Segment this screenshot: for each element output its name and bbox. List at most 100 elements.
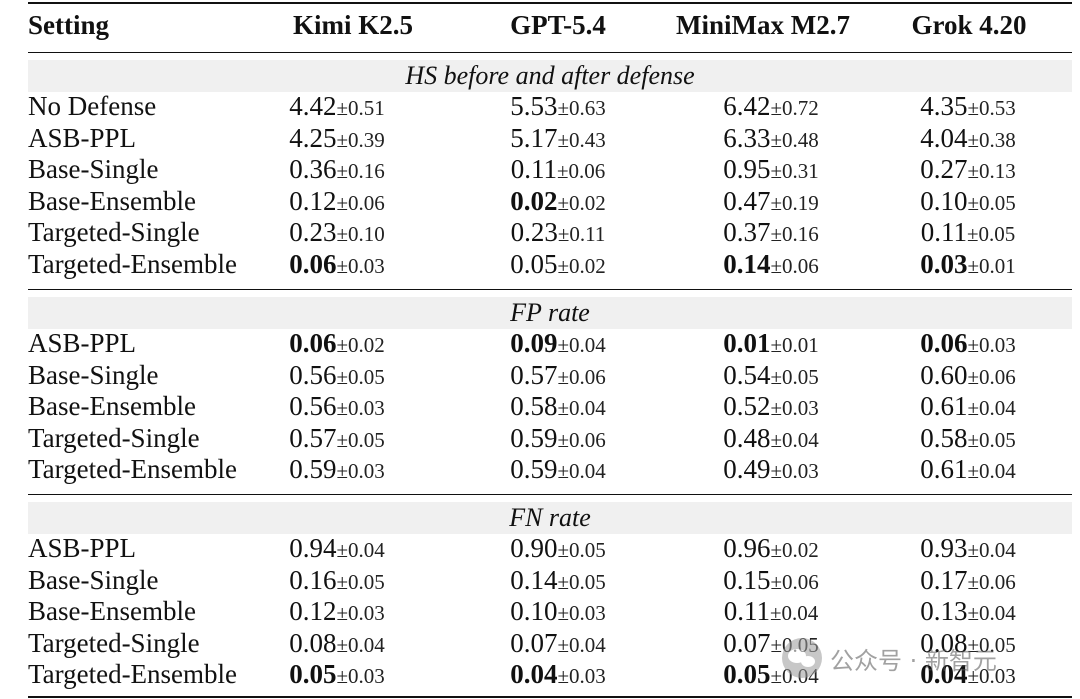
table-row: Targeted-Single0.08±0.040.07±0.040.07±0.… bbox=[28, 628, 1072, 659]
cell-minimax: 0.11±0.04 bbox=[686, 596, 856, 629]
cell-std: ±0.03 bbox=[336, 601, 385, 625]
cell-std: ±0.05 bbox=[966, 222, 1016, 246]
cell-gpt: 0.59±0.04 bbox=[478, 454, 638, 487]
table-row: Base-Single 0.36±0.16 0.11±0.06 0.95±0.31 0.… bbox=[28, 154, 1072, 185]
watermark: 公众号 · 新智元 bbox=[782, 636, 997, 680]
cell-mean: 0.12 bbox=[289, 596, 337, 626]
cell-std: ±0.02 bbox=[557, 190, 606, 215]
cell-mean: 0.04 bbox=[920, 659, 968, 689]
section-title: FN rate bbox=[28, 502, 1072, 534]
cell-mean: 0.07 bbox=[723, 627, 771, 658]
cell-mean: 0.95 bbox=[723, 154, 771, 184]
cell-mean: 6.42 bbox=[723, 91, 771, 121]
row-label: Targeted-Single bbox=[28, 627, 200, 658]
cell-kimi: 4.25±0.39 bbox=[260, 123, 414, 156]
cell-mean: 0.06 bbox=[289, 328, 337, 358]
cell-kimi: 0.06±0.03 bbox=[260, 249, 414, 282]
watermark-text: 公众号 · 新智元 bbox=[830, 646, 997, 675]
cell-std: ±0.06 bbox=[967, 569, 1016, 594]
cell-gpt: 0.14±0.05 bbox=[478, 565, 638, 598]
cell-std: ±0.05 bbox=[336, 569, 385, 594]
row-label: Targeted-Ensemble bbox=[28, 659, 238, 689]
cell-mean: 0.57 bbox=[510, 359, 558, 390]
cell-mean: 0.11 bbox=[920, 217, 967, 247]
header-model-minimax: MiniMax M2.7 bbox=[676, 10, 850, 40]
cell-std: ±0.06 bbox=[336, 190, 385, 215]
cell-mean: 0.60 bbox=[920, 359, 968, 390]
cell-minimax: 0.14±0.06 bbox=[686, 249, 856, 282]
cell-mean: 0.58 bbox=[920, 422, 968, 453]
cell-mean: 0.13 bbox=[920, 596, 968, 626]
cell-minimax: 6.33±0.48 bbox=[686, 123, 856, 156]
cell-std: ±0.16 bbox=[770, 222, 819, 246]
cell-mean: 0.90 bbox=[510, 533, 558, 563]
cell-gpt: 0.07±0.04 bbox=[478, 628, 638, 661]
table-row: Targeted-Ensemble 0.06±0.03 0.05±0.02 0.14±… bbox=[28, 249, 1072, 280]
cell-std: ±0.04 bbox=[967, 459, 1016, 483]
cell-gpt: 0.23±0.11 bbox=[478, 217, 638, 250]
header-rule bbox=[28, 52, 1072, 53]
cell-mean: 5.53 bbox=[510, 91, 558, 121]
cell-minimax: 0.54±0.05 bbox=[686, 360, 856, 393]
cell-mean: 0.23 bbox=[289, 217, 337, 247]
cell-std: ±0.05 bbox=[967, 632, 1016, 657]
cell-kimi: 0.56±0.03 bbox=[260, 391, 414, 424]
cell-std: ±0.04 bbox=[557, 333, 606, 357]
cell-std: ±0.04 bbox=[967, 396, 1016, 420]
cell-std: ±0.03 bbox=[770, 459, 819, 483]
cell-kimi: 0.57±0.05 bbox=[260, 423, 414, 456]
cell-std: ±0.53 bbox=[967, 96, 1016, 120]
cell-std: ±0.04 bbox=[336, 538, 385, 562]
cell-grok: 0.10±0.05 bbox=[892, 186, 1044, 219]
cell-std: ±0.04 bbox=[769, 601, 819, 625]
row-label: Targeted-Ensemble bbox=[28, 454, 238, 484]
table-row: Targeted-Single 0.57±0.05 0.59±0.06 0.48±0.… bbox=[28, 423, 1072, 454]
cell-mean: 0.14 bbox=[510, 564, 558, 595]
cell-kimi: 0.06±0.02 bbox=[260, 328, 414, 361]
cell-kimi: 0.59±0.03 bbox=[260, 454, 414, 487]
cell-mean: 0.23 bbox=[510, 217, 558, 247]
cell-mean: 0.06 bbox=[920, 328, 968, 358]
cell-kimi: 0.16±0.05 bbox=[260, 565, 414, 598]
cell-mean: 0.58 bbox=[510, 391, 558, 421]
cell-std: ±0.04 bbox=[336, 632, 385, 657]
row-label: ASB-PPL bbox=[28, 533, 137, 563]
bottom-rule bbox=[28, 696, 1072, 698]
cell-mean: 0.10 bbox=[510, 596, 558, 626]
table-row: ASB-PPL 0.94±0.04 0.90±0.05 0.96±0.02 0.93±0… bbox=[28, 533, 1072, 564]
cell-std: ±0.04 bbox=[557, 396, 606, 420]
cell-std: ±0.13 bbox=[967, 159, 1016, 183]
header-setting: Setting bbox=[28, 10, 109, 40]
cell-mean: 0.59 bbox=[289, 454, 337, 484]
cell-std: ±0.16 bbox=[336, 159, 385, 183]
cell-std: ±0.72 bbox=[770, 96, 819, 120]
cell-std: ±0.03 bbox=[336, 664, 385, 688]
cell-std: ±0.04 bbox=[967, 601, 1016, 625]
header-model-kimi: Kimi K2.5 bbox=[293, 10, 413, 40]
cell-std: ±0.05 bbox=[967, 190, 1016, 215]
cell-mean: 0.09 bbox=[510, 328, 558, 358]
cell-mean: 0.05 bbox=[723, 659, 771, 689]
cell-mean: 0.04 bbox=[510, 659, 558, 689]
cell-std: ±0.05 bbox=[770, 364, 819, 389]
cell-gpt: 0.90±0.05 bbox=[478, 533, 638, 566]
cell-mean: 0.94 bbox=[289, 533, 337, 563]
cell-minimax: 0.96±0.02 bbox=[686, 533, 856, 566]
cell-std: ±0.03 bbox=[336, 253, 385, 278]
cell-grok: 4.04±0.38 bbox=[892, 123, 1044, 156]
table-row: ASB-PPL 0.06±0.02 0.09±0.04 0.01±0.01 0.06±0… bbox=[28, 328, 1072, 359]
cell-mean: 0.05 bbox=[510, 248, 558, 279]
cell-std: ±0.63 bbox=[557, 96, 606, 120]
cell-std: ±0.38 bbox=[967, 127, 1016, 152]
cell-kimi: 0.08±0.04 bbox=[260, 628, 414, 661]
cell-mean: 0.08 bbox=[289, 627, 337, 658]
table-row: ASB-PPL 4.25±0.39 5.17±0.43 6.33±0.48 4.04±0… bbox=[28, 123, 1072, 154]
table-row: Base-Ensemble 0.12±0.06 0.02±0.02 0.47±0.19… bbox=[28, 186, 1072, 217]
cell-kimi: 0.23±0.10 bbox=[260, 217, 414, 250]
cell-std: ±0.01 bbox=[770, 333, 819, 357]
cell-mean: 0.56 bbox=[289, 391, 337, 421]
cell-std: ±0.04 bbox=[967, 538, 1016, 562]
cell-std: ±0.01 bbox=[967, 253, 1016, 278]
cell-gpt: 0.02±0.02 bbox=[478, 186, 638, 219]
cell-minimax: 0.47±0.19 bbox=[686, 186, 856, 219]
